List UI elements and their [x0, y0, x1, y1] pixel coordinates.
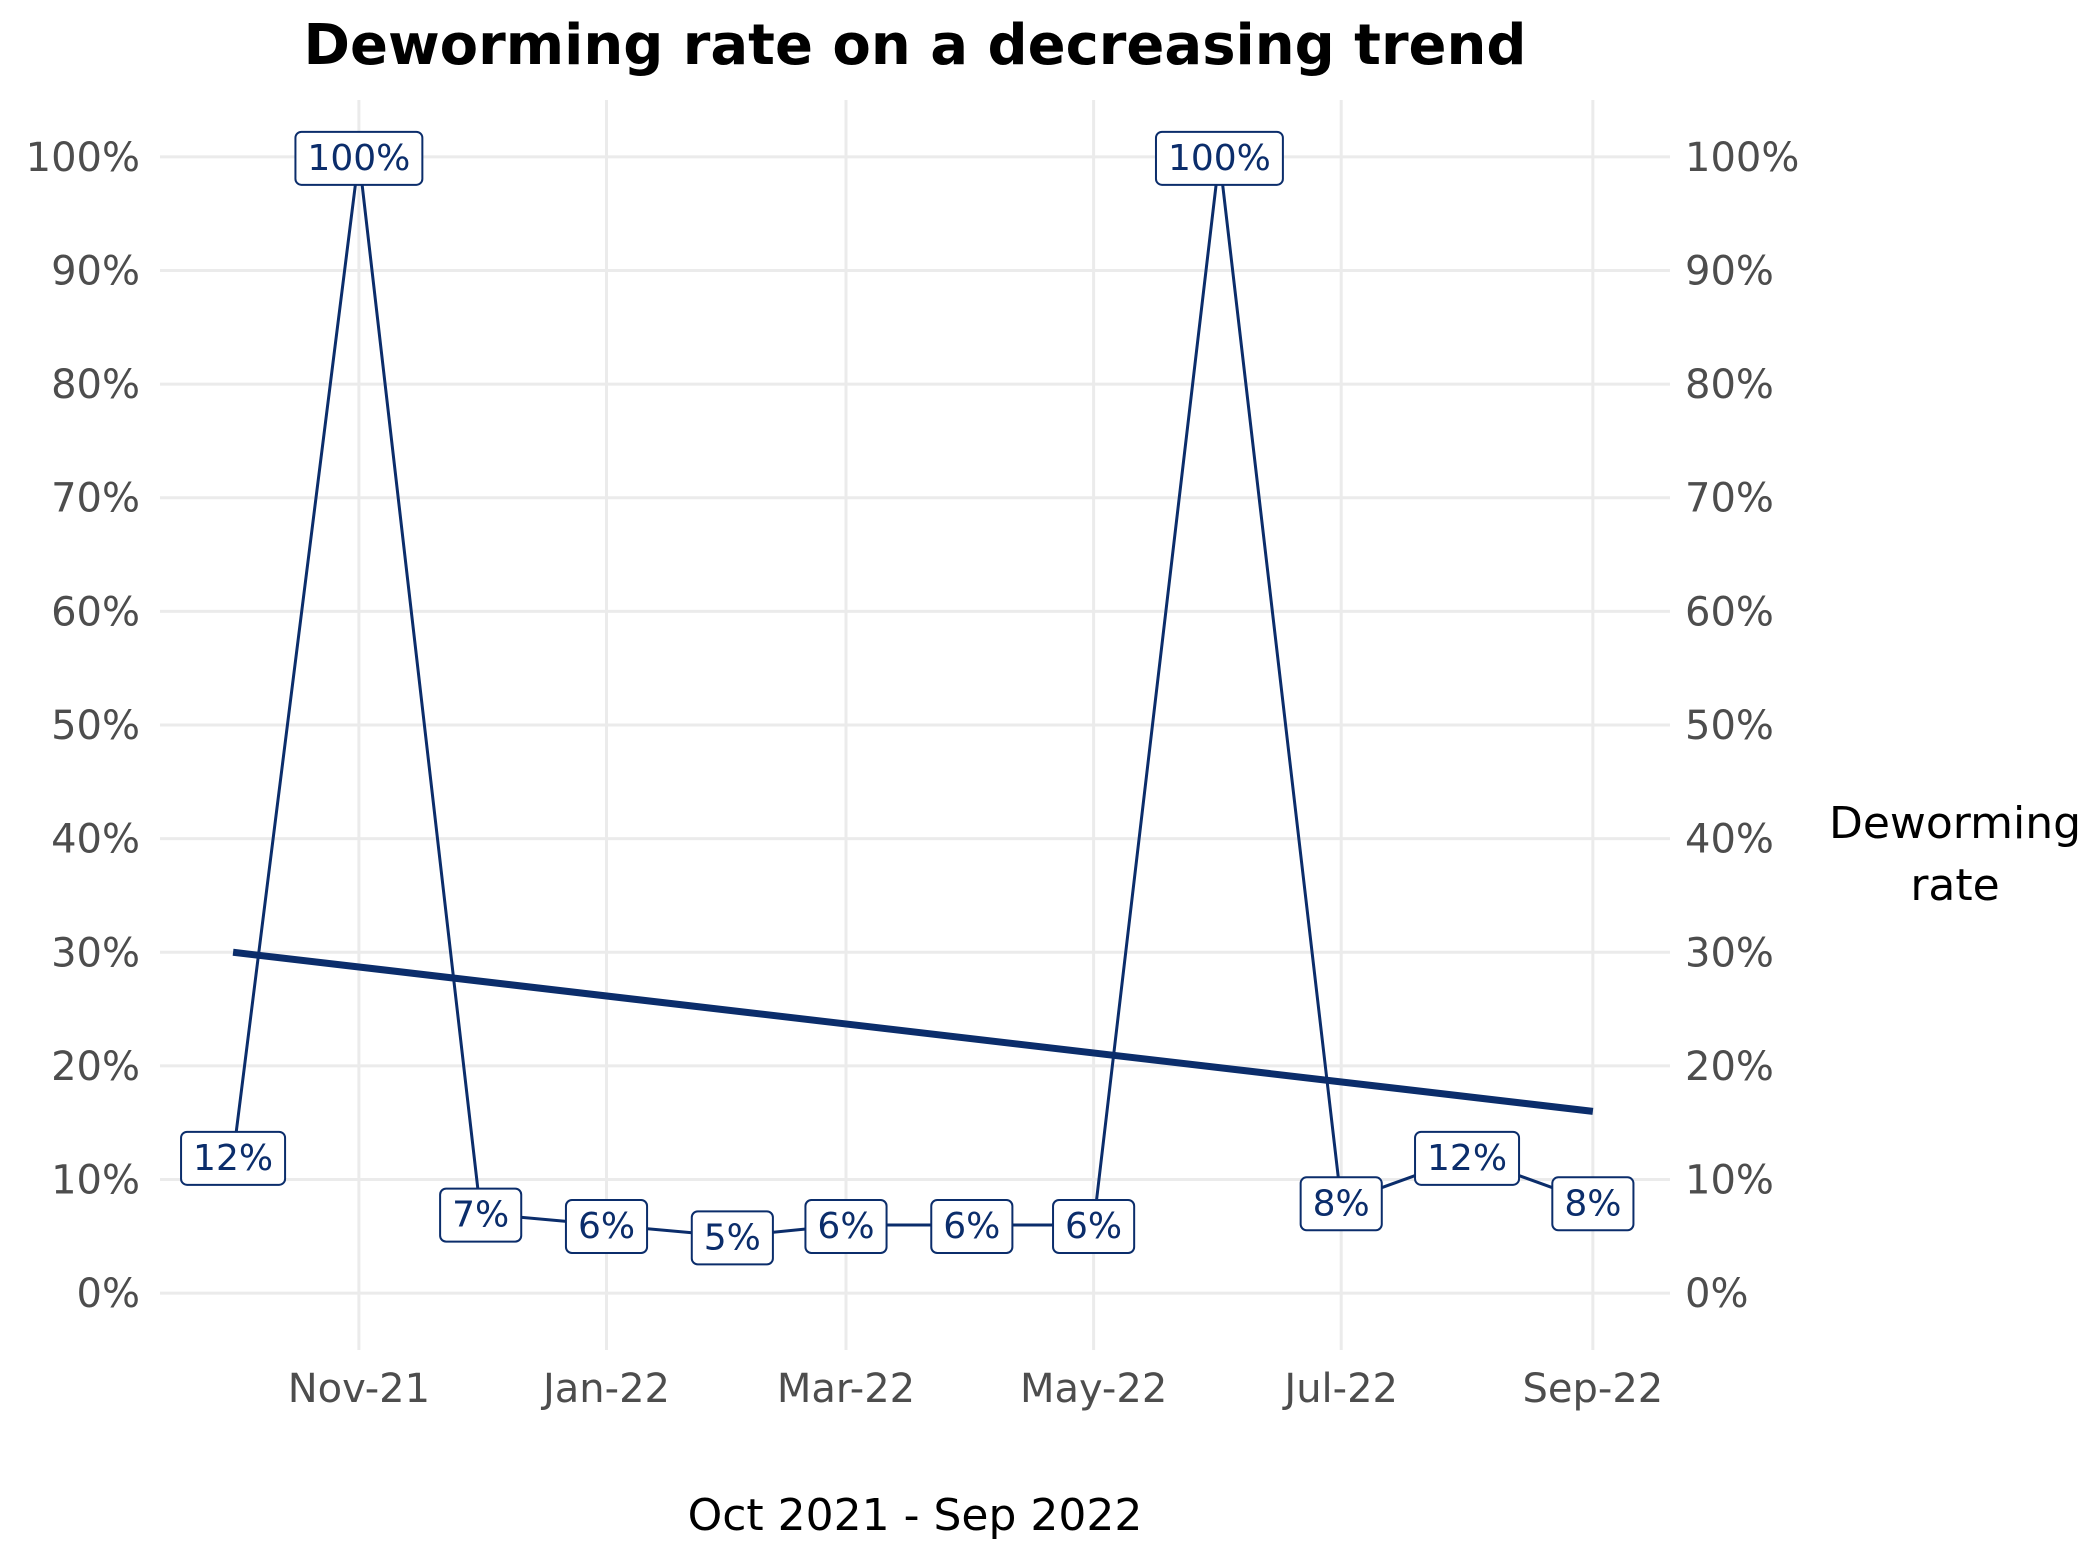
data-label-box [930, 1199, 1014, 1254]
data-label: 8% [1551, 1176, 1635, 1232]
y-tick-label: 0% [77, 1271, 140, 1317]
data-label: 100% [1154, 130, 1284, 186]
chart-title: Deworming rate on a decreasing trend [303, 13, 1526, 78]
y-tick-label: 100% [26, 135, 140, 181]
y-tick-label: 70% [51, 476, 140, 522]
data-label-box [294, 130, 424, 186]
data-label-text: 8% [1564, 1183, 1621, 1224]
data-label-box [1414, 1130, 1521, 1186]
x-tick-label: Jul-22 [1281, 1366, 1398, 1412]
y-tick-label-right: 10% [1685, 1158, 1774, 1204]
data-label-text: 5% [704, 1217, 761, 1258]
y-axis-right: 0% 10% 20% 30% 40% 50% 60% 70% 80% 90% 100% [1685, 135, 1799, 1317]
data-label-text: 6% [943, 1206, 1000, 1247]
x-tick-label: Nov-21 [288, 1366, 430, 1412]
data-label-box [1299, 1176, 1383, 1232]
y-tick-label: 60% [51, 589, 140, 635]
y-tick-label-right: 60% [1685, 589, 1774, 635]
data-label: 12% [1414, 1130, 1521, 1186]
data-label: 12% [180, 1130, 287, 1186]
x-axis-title: Oct 2021 - Sep 2022 [688, 1490, 1143, 1541]
data-label-box [1551, 1176, 1635, 1232]
data-label-text: 8% [1313, 1183, 1370, 1224]
y-tick-label: 80% [51, 362, 140, 408]
data-label-text: 100% [1168, 138, 1271, 179]
y-tick-label-right: 80% [1685, 362, 1774, 408]
data-label: 100% [294, 130, 424, 186]
x-tick-label: May-22 [1020, 1366, 1167, 1412]
data-label-text: 6% [1065, 1206, 1122, 1247]
trend-line-layer [232, 948, 1594, 1115]
trend-line [232, 948, 1594, 1115]
y-tick-label: 20% [51, 1044, 140, 1090]
data-label-box [1154, 130, 1284, 186]
y-axis-title-line-1: Deworming [1829, 798, 2081, 849]
y-tick-label: 40% [51, 817, 140, 863]
data-label-box [804, 1199, 888, 1254]
y-tick-label-right: 30% [1685, 930, 1774, 976]
y-tick-label: 50% [51, 703, 140, 749]
series-layer [231, 155, 1594, 1238]
x-tick-label: Sep-22 [1523, 1366, 1664, 1412]
data-label-box [1052, 1199, 1136, 1254]
data-label-text: 100% [307, 138, 410, 179]
y-axis-left: 0% 10% 20% 30% 40% 50% 60% 70% 80% 90% 100% [26, 135, 140, 1317]
data-label: 6% [1052, 1199, 1136, 1254]
data-label-box [180, 1130, 287, 1186]
data-label-text: 12% [193, 1138, 273, 1179]
y-tick-label-right: 100% [1685, 135, 1799, 181]
data-label-box [439, 1187, 523, 1243]
data-label: 5% [690, 1210, 774, 1266]
series-line [231, 155, 1594, 1238]
y-tick-label: 90% [51, 248, 140, 294]
data-label-box [564, 1199, 649, 1254]
data-label-text: 12% [1427, 1138, 1507, 1179]
x-tick-label: Jan-22 [540, 1366, 670, 1412]
data-label-text: 6% [578, 1206, 635, 1247]
data-label: 6% [564, 1199, 649, 1254]
x-tick-label: Mar-22 [777, 1366, 915, 1412]
data-label-text: 6% [817, 1206, 874, 1247]
y-tick-label-right: 40% [1685, 817, 1774, 863]
data-label: 8% [1299, 1176, 1383, 1232]
data-label: 6% [930, 1199, 1014, 1254]
data-label-box [690, 1210, 774, 1266]
y-tick-label: 30% [51, 930, 140, 976]
y-tick-label-right: 50% [1685, 703, 1774, 749]
x-axis: Nov-21 Jan-22 Mar-22 May-22 Jul-22 Sep-22 [288, 1366, 1664, 1412]
y-tick-label-right: 70% [1685, 476, 1774, 522]
data-label: 7% [439, 1187, 523, 1243]
y-axis-title-line-2: rate [1910, 860, 1999, 911]
y-tick-label: 10% [51, 1158, 140, 1204]
data-label-text: 7% [452, 1195, 509, 1236]
y-tick-label-right: 20% [1685, 1044, 1774, 1090]
data-labels: 12% 100% 7% 6% 5% 6% 6% 6% 100% 8% 12% 8% [180, 130, 1635, 1266]
data-label: 6% [804, 1199, 888, 1254]
y-tick-label-right: 0% [1685, 1271, 1748, 1317]
y-tick-label-right: 90% [1685, 248, 1774, 294]
